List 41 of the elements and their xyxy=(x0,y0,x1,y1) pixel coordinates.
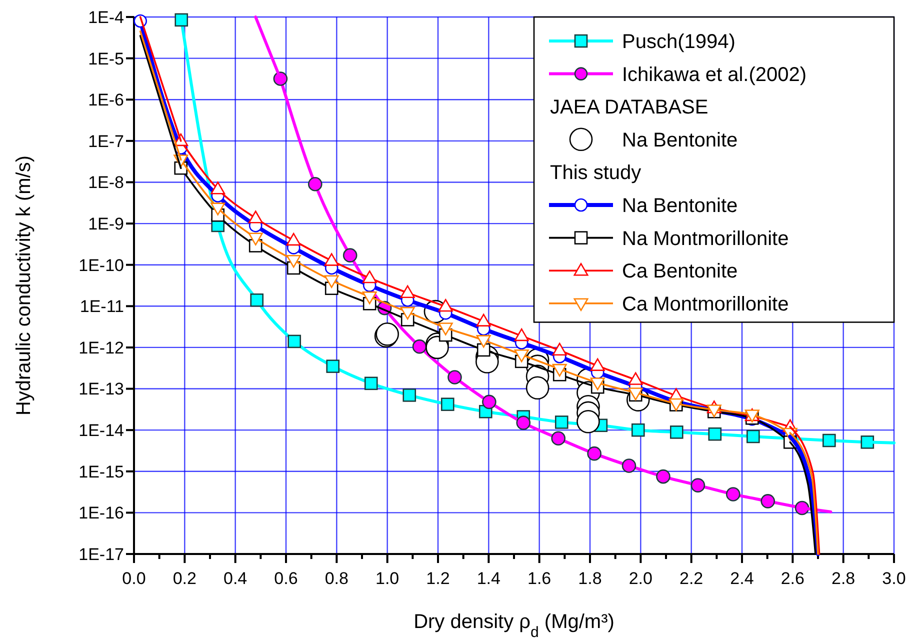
y-tick-label: 1E-7 xyxy=(88,132,124,151)
x-tick-label: 1.6 xyxy=(528,569,552,588)
legend-label: Na Bentonite xyxy=(622,129,738,152)
y-tick-label: 1E-17 xyxy=(78,544,124,564)
x-tick-label: 2.6 xyxy=(780,569,804,588)
x-tick-label: 1.0 xyxy=(376,569,400,588)
y-tick-label: 1E-13 xyxy=(78,380,124,399)
y-tick-label: 1E-14 xyxy=(78,421,124,440)
x-tick-label: 2.4 xyxy=(730,569,754,588)
x-tick-label: 0.6 xyxy=(274,569,298,588)
x-tick-label: 2.2 xyxy=(680,569,704,588)
legend-label: Ichikawa et al.(2002) xyxy=(622,64,807,86)
x-tick-label: 0.4 xyxy=(224,569,248,588)
y-tick-label: 1E-11 xyxy=(80,297,124,316)
y-tick-label: 1E-15 xyxy=(78,462,124,482)
x-tick-label: 1.4 xyxy=(476,569,500,588)
x-tick-label: 0.0 xyxy=(122,569,146,588)
y-axis-title: Hydraulic conductivity k (m/s) xyxy=(13,155,35,416)
x-tick-label: 1.2 xyxy=(426,569,450,588)
x-tick-label: 2.0 xyxy=(628,569,652,588)
x-tick-label: 2.8 xyxy=(832,569,856,588)
y-tick-label: 1E-10 xyxy=(78,256,124,275)
x-axis-title: Dry density ρ$_{d}$ (Mg/m³) xyxy=(414,611,614,640)
annotation: JAEA DATABASE xyxy=(550,96,708,119)
x-tick-label: 0.8 xyxy=(324,569,348,588)
legend-label: Na Montmorillonite xyxy=(622,228,789,250)
legend-label: Ca Montmorillonite xyxy=(622,293,789,316)
y-tick-label: 1E-12 xyxy=(78,338,124,358)
y-tick-label: 1E-9 xyxy=(88,214,124,234)
legend-label: Ca Bentonite xyxy=(622,260,738,283)
y-tick-label: 1E-6 xyxy=(88,90,124,110)
y-tick-label: 1E-4 xyxy=(88,8,124,27)
x-tick-label: 3.0 xyxy=(882,569,906,588)
legend-label: Na Bentonite xyxy=(622,195,738,217)
x-tick-label: 0.2 xyxy=(172,569,196,588)
y-tick-label: 1E-5 xyxy=(88,49,124,68)
annotation: This study xyxy=(550,162,642,184)
x-tick-label: 1.8 xyxy=(578,569,602,588)
y-tick-label: 1E-16 xyxy=(78,504,124,523)
legend-label: Pusch(1994) xyxy=(622,31,736,53)
y-tick-label: 1E-8 xyxy=(88,173,124,192)
